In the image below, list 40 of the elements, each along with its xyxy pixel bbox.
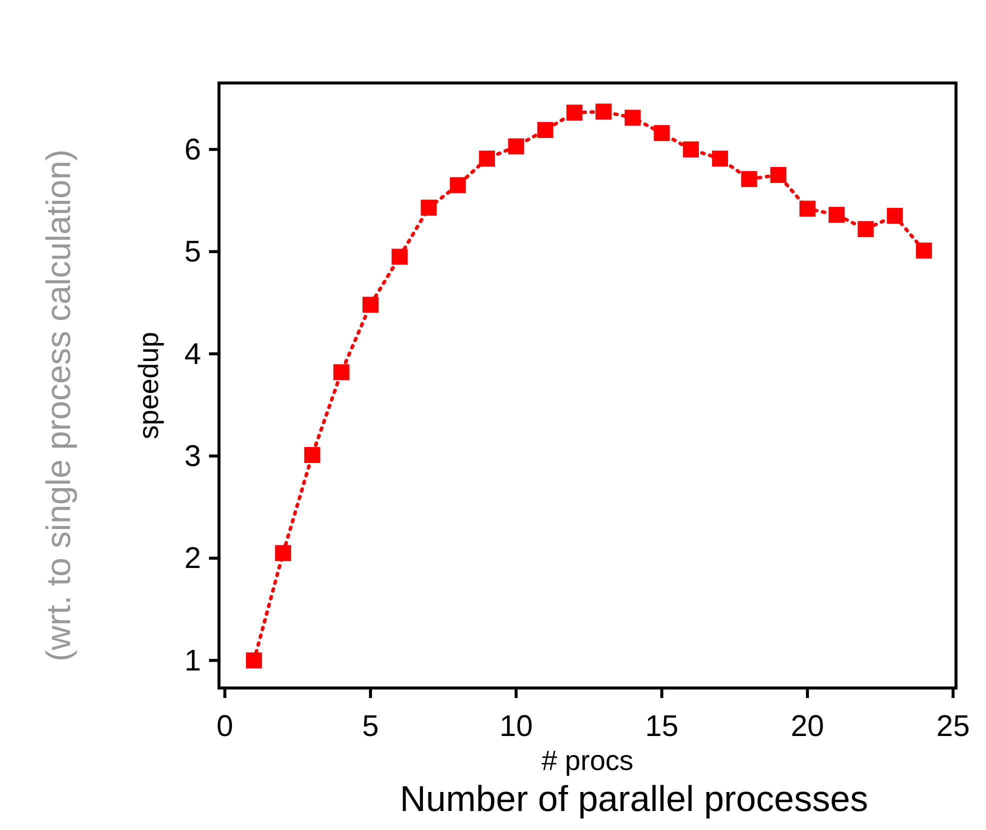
point bbox=[624, 110, 641, 126]
point bbox=[741, 171, 758, 188]
point bbox=[304, 446, 320, 463]
x-tick-label: 10 bbox=[499, 710, 533, 743]
x-tick-label: 20 bbox=[790, 710, 824, 743]
x-tick-label: 0 bbox=[216, 710, 234, 743]
point bbox=[246, 652, 262, 668]
point bbox=[886, 208, 903, 224]
x-tick-label: 25 bbox=[936, 710, 970, 743]
point bbox=[333, 364, 350, 380]
point bbox=[682, 141, 699, 158]
y-tick-label: 2 bbox=[184, 542, 201, 576]
point bbox=[537, 122, 554, 138]
y-tick-label: 1 bbox=[184, 644, 201, 678]
point bbox=[566, 104, 582, 121]
point bbox=[770, 166, 786, 183]
y-axis-title: speedup bbox=[133, 332, 164, 440]
text: (wrt. to single process calculation) bbox=[40, 149, 78, 662]
point bbox=[799, 200, 816, 217]
point bbox=[392, 248, 408, 265]
point bbox=[858, 221, 874, 238]
point bbox=[450, 177, 466, 194]
point bbox=[712, 150, 728, 167]
point bbox=[362, 296, 378, 313]
point bbox=[420, 200, 437, 216]
point bbox=[916, 242, 932, 259]
y-tick-label: 3 bbox=[184, 440, 201, 474]
x-axis-title: # procs bbox=[542, 745, 634, 776]
x-tick-label: 5 bbox=[362, 710, 379, 743]
point bbox=[654, 125, 670, 142]
y-tick-label: 4 bbox=[184, 338, 201, 371]
point bbox=[508, 138, 524, 154]
point bbox=[596, 104, 612, 120]
y-tick-label: 5 bbox=[184, 236, 201, 269]
point bbox=[479, 150, 495, 167]
y-tick-label: 6 bbox=[184, 133, 201, 166]
text: Number of parallel processes bbox=[400, 778, 868, 819]
point bbox=[275, 545, 292, 562]
point bbox=[828, 206, 845, 223]
x-tick-label: 15 bbox=[645, 710, 678, 743]
